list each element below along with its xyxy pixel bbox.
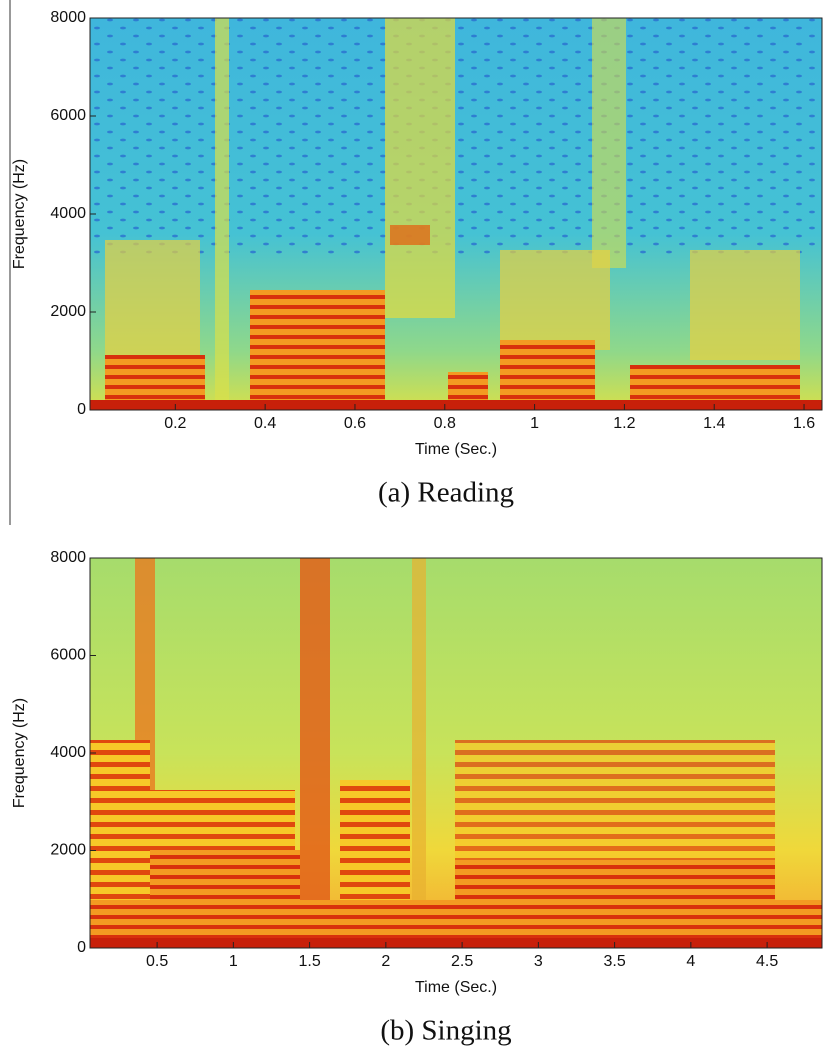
x-tick-label: 1 (530, 415, 539, 432)
x-tick-label: 4.5 (756, 953, 778, 970)
y-tick-label: 8000 (50, 549, 86, 566)
x-tick-label: 3 (534, 953, 543, 970)
caption: (a) Reading (378, 477, 514, 509)
x-tick-label: 3.5 (603, 953, 625, 970)
spectrogram-image (90, 18, 822, 948)
y-axis-label: Frequency (Hz) (11, 698, 28, 808)
x-tick-label: 1.6 (793, 415, 815, 432)
x-tick-label: 0.4 (254, 415, 276, 432)
x-tick-label: 1.5 (298, 953, 320, 970)
y-tick-label: 4000 (50, 744, 86, 761)
x-tick-label: 0.8 (434, 415, 456, 432)
y-tick-label: 8000 (50, 9, 86, 26)
y-tick-label: 6000 (50, 647, 86, 664)
x-axis-label: Time (Sec.) (415, 979, 497, 996)
x-tick-label: 0.2 (164, 415, 186, 432)
x-tick-label: 1 (229, 953, 238, 970)
x-tick-label: 1.4 (703, 415, 725, 432)
x-tick-label: 2 (381, 953, 390, 970)
caption: (b) Singing (380, 1015, 511, 1047)
x-tick-label: 0.6 (344, 415, 366, 432)
y-tick-label: 0 (77, 939, 86, 956)
y-tick-label: 2000 (50, 842, 86, 859)
y-tick-label: 6000 (50, 107, 86, 124)
y-tick-label: 0 (77, 401, 86, 418)
y-tick-label: 4000 (50, 205, 86, 222)
x-tick-label: 1.2 (613, 415, 635, 432)
y-tick-label: 2000 (50, 303, 86, 320)
x-tick-label: 4 (686, 953, 695, 970)
x-tick-label: 2.5 (451, 953, 473, 970)
x-axis-label: Time (Sec.) (415, 441, 497, 458)
y-axis-label: Frequency (Hz) (11, 159, 28, 269)
x-tick-label: 0.5 (146, 953, 168, 970)
